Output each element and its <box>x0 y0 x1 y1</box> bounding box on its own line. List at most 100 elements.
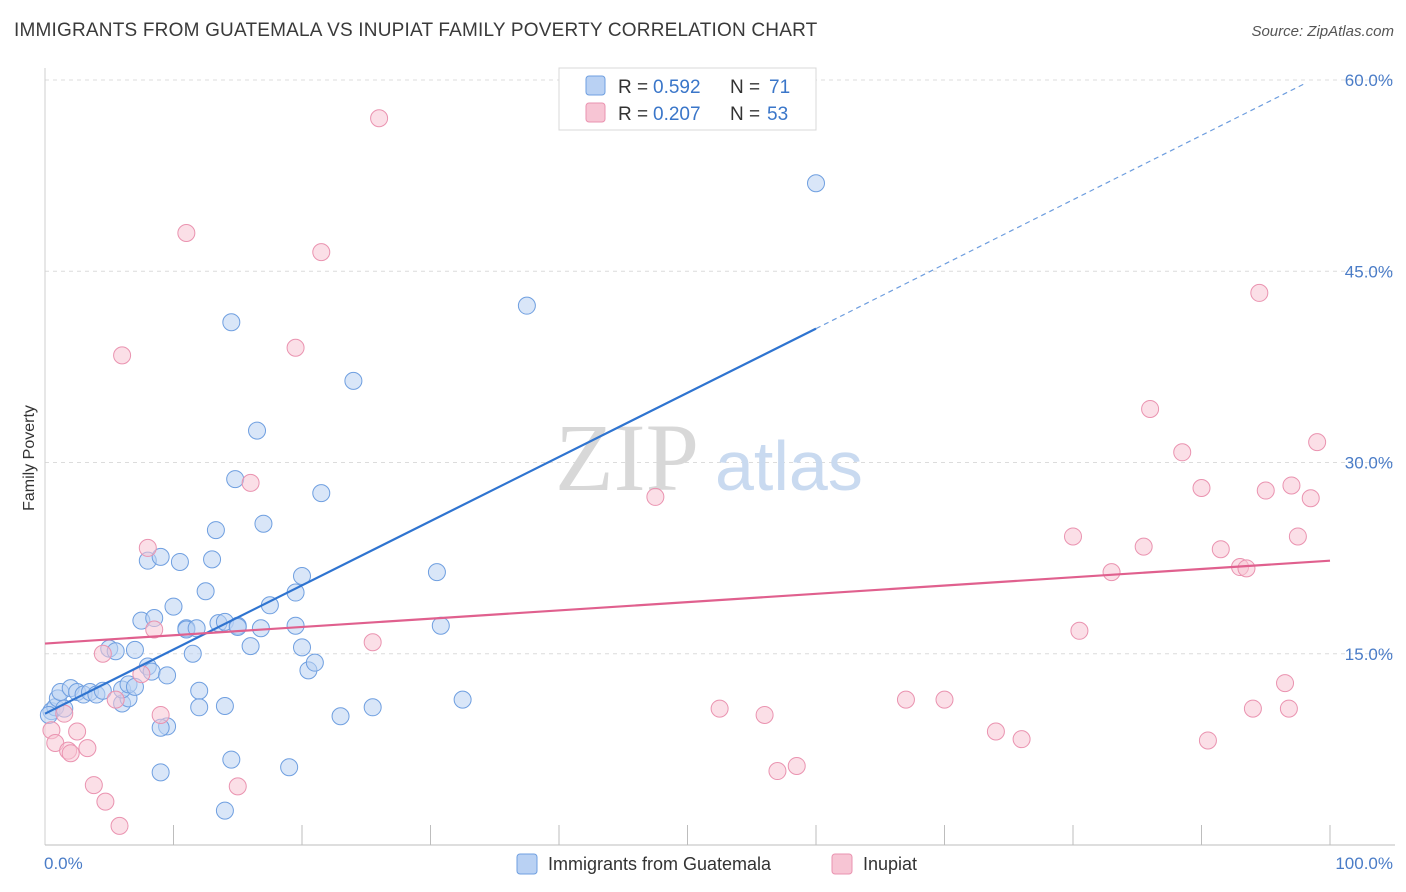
legend-n-value-inupiat: 53 <box>767 104 788 125</box>
point-guatemala <box>190 698 209 717</box>
point-inupiat <box>177 224 196 242</box>
point-inupiat <box>286 338 305 357</box>
point-inupiat <box>61 744 80 763</box>
point-inupiat <box>93 644 112 663</box>
point-inupiat <box>768 762 787 781</box>
x-tick-label-max: 100.0% <box>1335 854 1393 873</box>
point-guatemala <box>151 763 170 782</box>
point-guatemala <box>248 421 267 440</box>
point-inupiat <box>1237 559 1256 578</box>
point-guatemala <box>331 707 350 726</box>
point-guatemala <box>222 750 241 769</box>
point-guatemala <box>807 174 825 193</box>
point-inupiat <box>363 633 382 652</box>
point-guatemala <box>241 637 260 656</box>
point-inupiat <box>1211 540 1230 559</box>
point-guatemala <box>203 550 222 569</box>
bottom-legend-label-inupiat: Inupiat <box>863 854 917 874</box>
x-tick-label-min: 0.0% <box>44 854 83 873</box>
data-points <box>39 109 1327 835</box>
legend-r-value-guatemala: 0.592 <box>653 77 701 98</box>
point-inupiat <box>84 776 103 795</box>
point-inupiat <box>145 620 164 639</box>
point-inupiat <box>1308 433 1327 452</box>
watermark-atlas: atlas <box>715 427 863 505</box>
point-guatemala <box>158 666 177 685</box>
trend-line-guatemala <box>44 327 817 715</box>
legend-swatch-inupiat <box>585 102 606 123</box>
trend-lines <box>44 83 1331 715</box>
point-inupiat <box>1134 537 1153 556</box>
point-guatemala <box>215 697 234 716</box>
point-guatemala <box>286 616 305 635</box>
y-tick-label: 60.0% <box>1345 71 1393 90</box>
point-inupiat <box>106 690 125 709</box>
point-inupiat <box>1282 476 1301 495</box>
point-guatemala <box>293 638 311 657</box>
point-inupiat <box>896 690 915 709</box>
tick-labels: 15.0% 30.0% 45.0% 60.0% 0.0% 100.0% <box>44 71 1393 873</box>
point-inupiat <box>138 538 157 557</box>
point-inupiat <box>1276 674 1295 693</box>
point-guatemala <box>183 644 202 663</box>
legend-swatch-guatemala <box>585 75 606 96</box>
source-label: Source: ZipAtlas.com <box>1251 23 1394 40</box>
point-guatemala <box>215 801 234 820</box>
point-guatemala <box>254 514 273 533</box>
point-inupiat <box>96 792 115 811</box>
chart-title: IMMIGRANTS FROM GUATEMALA VS INUPIAT FAM… <box>14 20 818 41</box>
point-guatemala <box>190 681 209 700</box>
y-axis-label: Family Poverty <box>21 405 38 511</box>
point-guatemala <box>305 653 324 672</box>
legend: R = 0.592 N = 71 R = 0.207 N = 53 <box>558 67 817 131</box>
point-guatemala <box>151 547 170 566</box>
point-inupiat <box>68 722 87 741</box>
y-tick-label: 45.0% <box>1345 262 1393 281</box>
legend-n-value-guatemala: 71 <box>769 77 790 98</box>
point-inupiat <box>113 346 132 365</box>
grid-lines <box>45 79 1395 655</box>
point-guatemala <box>431 616 450 635</box>
point-inupiat <box>228 777 247 796</box>
point-guatemala <box>312 484 331 503</box>
point-inupiat <box>1198 731 1217 750</box>
point-guatemala <box>280 758 299 777</box>
bottom-legend: Immigrants from Guatemala Inupiat <box>516 853 917 875</box>
legend-n-label-inupiat: N = <box>730 104 760 125</box>
point-inupiat <box>1301 489 1320 508</box>
point-guatemala <box>427 563 446 582</box>
trend-line-inupiat <box>44 559 1331 645</box>
point-inupiat <box>370 109 389 128</box>
point-inupiat <box>151 705 170 724</box>
point-inupiat <box>110 816 129 835</box>
point-inupiat <box>1192 479 1211 497</box>
bottom-legend-label-guatemala: Immigrants from Guatemala <box>548 854 772 874</box>
point-inupiat <box>710 699 729 718</box>
point-inupiat <box>935 690 954 709</box>
point-inupiat <box>1256 481 1275 500</box>
point-inupiat <box>986 722 1005 741</box>
point-guatemala <box>344 371 363 390</box>
legend-r-value-inupiat: 0.207 <box>653 104 701 125</box>
point-inupiat <box>755 705 774 724</box>
legend-r-label-inupiat: R = <box>618 104 648 125</box>
point-inupiat <box>78 739 97 758</box>
point-inupiat <box>1070 621 1089 640</box>
point-inupiat <box>1250 283 1269 302</box>
point-guatemala <box>125 640 144 659</box>
point-guatemala <box>196 582 215 601</box>
watermark-zip: ZIP <box>555 404 699 511</box>
point-guatemala <box>363 698 382 717</box>
point-inupiat <box>1243 699 1262 718</box>
point-inupiat <box>1173 443 1192 462</box>
bottom-legend-swatch-guatemala <box>516 853 538 875</box>
watermark: ZIP atlas <box>555 404 863 511</box>
point-guatemala <box>164 597 183 616</box>
point-inupiat <box>1279 699 1298 718</box>
point-guatemala <box>222 313 241 332</box>
legend-n-label-guatemala: N = <box>730 77 760 98</box>
point-inupiat <box>241 473 260 492</box>
point-guatemala <box>517 296 536 315</box>
bottom-legend-swatch-inupiat <box>831 853 853 875</box>
